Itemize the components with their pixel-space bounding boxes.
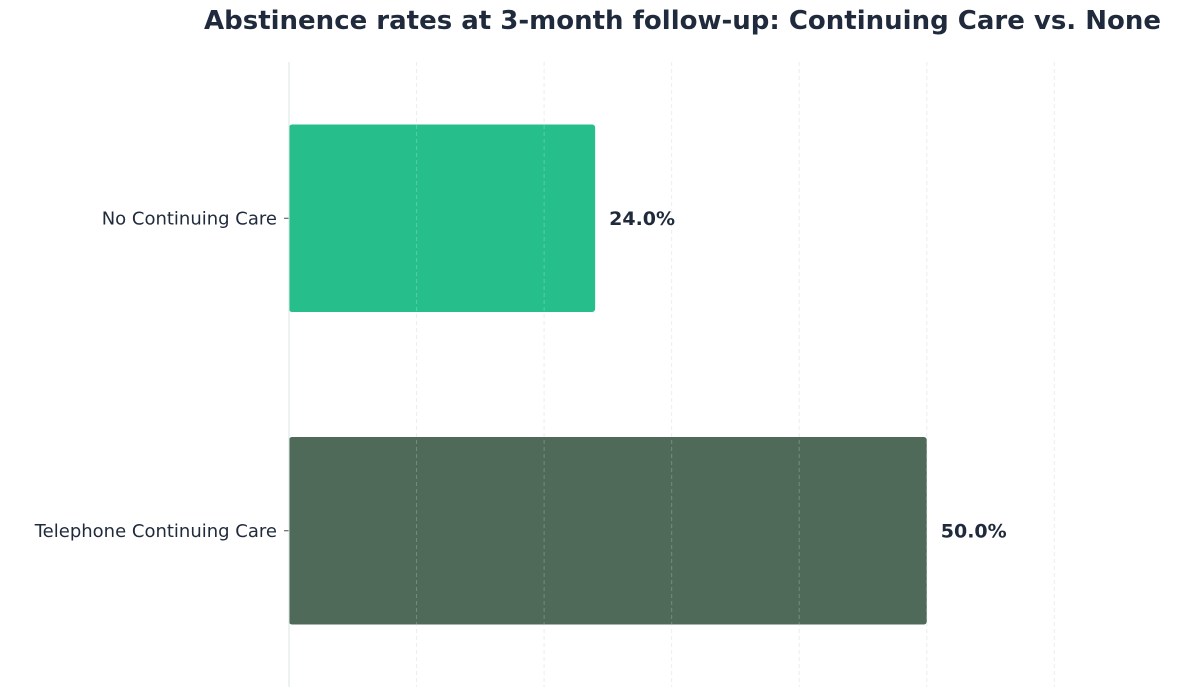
y-axis [284, 62, 290, 687]
category-label: Telephone Continuing Care [34, 521, 277, 542]
bar [289, 437, 927, 625]
value-label: 24.0% [609, 208, 675, 230]
bar [289, 124, 596, 312]
value-label: 50.0% [941, 520, 1007, 542]
chart-title: Abstinence rates at 3-month follow-up: C… [203, 6, 1161, 36]
bars [289, 124, 927, 625]
labels: No Continuing Care 24.0% Telephone Continu… [34, 208, 1007, 543]
category-label: No Continuing Care [102, 208, 277, 229]
grid-overlay [416, 62, 1055, 687]
